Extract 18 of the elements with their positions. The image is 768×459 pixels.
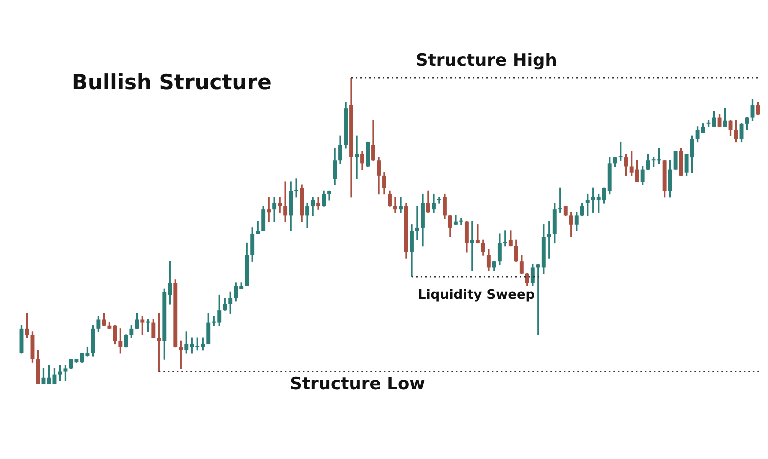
candlestick	[416, 206, 420, 241]
chart-title: Bullish Structure	[72, 70, 272, 94]
candlestick	[272, 197, 277, 222]
ref-line-label: Structure High	[416, 50, 558, 71]
ref-line-label: Structure Low	[290, 374, 426, 395]
candlestick	[278, 197, 282, 213]
candlestick	[284, 182, 288, 222]
candlestick	[394, 197, 398, 213]
candlestick	[476, 224, 480, 244]
candlestick	[437, 197, 442, 204]
candlestick	[399, 197, 403, 213]
candlestick	[459, 218, 464, 226]
candlestick	[470, 221, 474, 272]
candlestick	[355, 136, 359, 180]
candlestick	[316, 197, 321, 210]
ref-line-label: Liquidity Sweep	[418, 288, 536, 303]
candlestick	[503, 230, 508, 247]
candlestick	[294, 178, 299, 198]
